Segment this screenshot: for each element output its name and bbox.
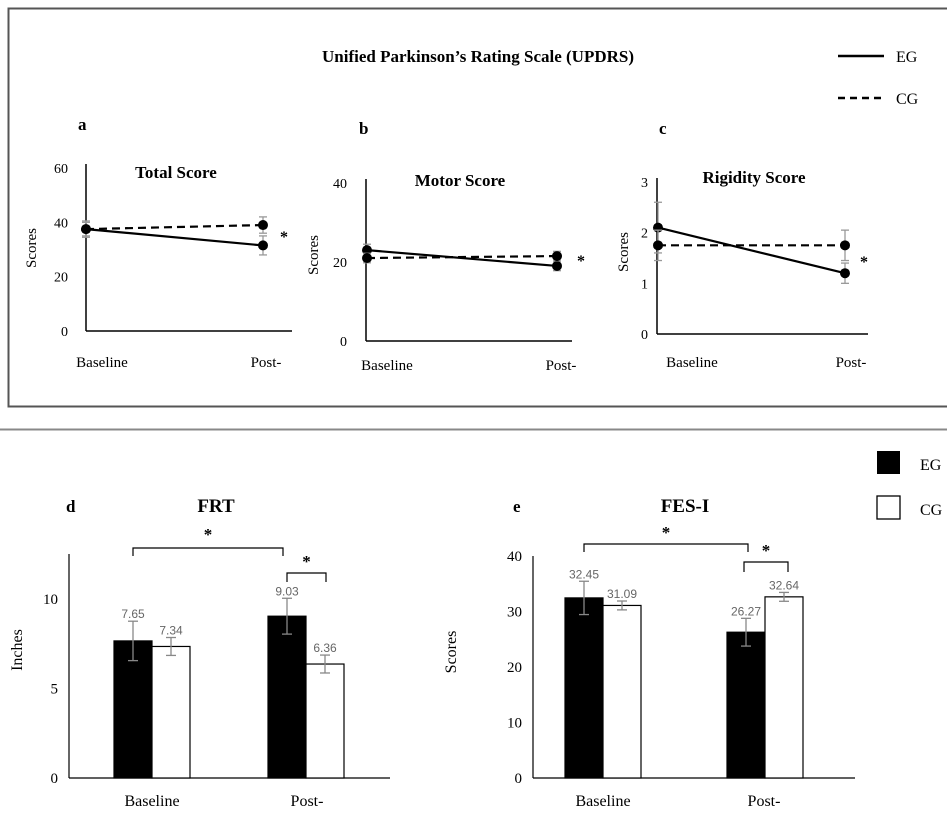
chart-a-title: Total Score: [135, 163, 217, 182]
chart-a-cg-series-line: [85, 223, 264, 231]
chart-a-xtick-label: Baseline: [76, 355, 128, 371]
chart-d-significance-star: *: [204, 525, 213, 544]
chart-c-rigidity-score: c Rigidity Score Scores 0 1 2 3 Baseline Post- *: [616, 119, 868, 371]
chart-a-ytick-label: 40: [54, 216, 68, 231]
chart-e-eg-bar: [726, 631, 766, 779]
chart-d-significance-bracket: [286, 572, 327, 582]
chart-e-ytick-label: 40: [507, 549, 522, 565]
chart-a-cg-point: [81, 224, 91, 235]
legend-bar-eg-label: EG: [920, 457, 942, 474]
chart-d-ytick-label: 0: [51, 771, 59, 787]
legend-bar-cg-swatch: [876, 495, 901, 520]
chart-e-fes-i: e FES-I Scores 0 10 20 30 40 Baseline Post- 32.45 3…: [443, 496, 855, 810]
chart-b-panel-letter: b: [359, 119, 368, 138]
chart-d-panel-letter: d: [66, 497, 76, 516]
chart-c-panel-letter: c: [659, 119, 667, 138]
chart-b-ylabel: Scores: [306, 235, 322, 275]
chart-b-title: Motor Score: [415, 171, 506, 190]
chart-c-cg-point: [840, 240, 850, 251]
chart-c-ytick-label: 0: [641, 328, 648, 343]
chart-a-xtick-label: Post-: [251, 355, 282, 371]
chart-d-cg-bar: [305, 663, 345, 779]
chart-c-ylabel: Scores: [616, 232, 632, 272]
updrs-title: Unified Parkinson’s Rating Scale (UPDRS): [322, 47, 634, 66]
chart-d-cg-bar: [151, 645, 191, 779]
chart-c-xtick-label: Post-: [836, 355, 867, 371]
chart-a-ytick-label: 20: [54, 271, 68, 286]
chart-a-panel-letter: a: [78, 115, 87, 134]
chart-d-title: FRT: [197, 496, 235, 517]
chart-c-significance-star: *: [860, 254, 868, 271]
chart-d-cg-data-label: 6.36: [313, 641, 337, 655]
chart-e-ytick-label: 10: [507, 716, 522, 732]
chart-b-xtick-label: Post-: [546, 358, 577, 374]
chart-e-cg-bar: [764, 596, 804, 779]
chart-c-title: Rigidity Score: [702, 168, 806, 187]
chart-b-xtick-label: Baseline: [361, 358, 413, 374]
chart-e-ytick-label: 20: [507, 660, 522, 676]
legend-line-cg-label: CG: [896, 91, 919, 108]
chart-d-eg-data-label: 9.03: [275, 584, 299, 598]
chart-e-eg-data-label: 32.45: [569, 567, 599, 581]
chart-c-ytick-label: 2: [641, 227, 648, 242]
chart-d-significance-bracket: [132, 547, 284, 556]
chart-b-motor-score: b Motor Score Scores 0 20 40 Baseline Post- *: [306, 119, 585, 374]
chart-e-xtick-label: Post-: [748, 793, 781, 810]
chart-d-ylabel: Inches: [9, 629, 26, 671]
chart-d-eg-bar: [113, 640, 153, 779]
updrs-panel-frame: [7, 7, 947, 408]
chart-d-ytick-label: 10: [43, 592, 58, 608]
chart-d-cg-data-label: 7.34: [159, 624, 183, 638]
chart-e-eg-data-label: 26.27: [731, 604, 761, 618]
chart-b-ytick-label: 20: [333, 256, 347, 271]
chart-b-eg-point: [362, 245, 372, 256]
chart-e-title: FES-I: [661, 496, 710, 517]
legend-bar-eg-swatch: [877, 451, 900, 474]
chart-d-eg-bar: [267, 615, 307, 779]
chart-e-significance-star: *: [762, 541, 771, 560]
legend-bar-cg-label: CG: [920, 502, 943, 519]
chart-b-cg-point: [552, 251, 562, 262]
chart-b-ytick-label: 40: [333, 177, 347, 192]
chart-e-xtick-label: Baseline: [575, 793, 630, 810]
chart-a-ylabel: Scores: [24, 228, 40, 268]
chart-c-xtick-label: Baseline: [666, 355, 718, 371]
chart-a-cg-point: [258, 220, 268, 231]
chart-e-ytick-label: 0: [515, 771, 523, 787]
chart-e-cg-data-label: 32.64: [769, 578, 799, 592]
chart-c-eg-point: [840, 268, 850, 279]
chart-a-ytick-label: 0: [61, 325, 68, 340]
chart-a-eg-point: [258, 240, 268, 251]
chart-e-cg-bar: [602, 604, 642, 779]
chart-d-eg-data-label: 7.65: [121, 607, 145, 621]
chart-e-panel-letter: e: [513, 497, 521, 516]
chart-b-significance-star: *: [577, 253, 585, 270]
chart-c-cg-point: [653, 240, 663, 251]
chart-d-frt: d FRT Inches 0 5 10 Baseline Post- 7.65 7.34 9.03 6…: [9, 496, 390, 810]
chart-a-eg-series-line: [85, 228, 264, 247]
chart-e-cg-data-label: 31.09: [607, 587, 637, 601]
chart-c-ytick-label: 1: [641, 277, 648, 292]
legend-line-eg-label: EG: [896, 49, 918, 66]
chart-d-ytick-label: 5: [51, 681, 59, 697]
chart-d-xtick-label: Baseline: [124, 793, 179, 810]
chart-b-eg-point: [552, 260, 562, 271]
chart-e-eg-bar: [564, 597, 604, 779]
chart-a-ytick-label: 60: [54, 162, 68, 177]
chart-a-total-score: a Total Score Scores 0 20 40 60 Baseline Post- *: [24, 115, 292, 371]
chart-c-eg-series-line: [657, 226, 846, 275]
chart-a-significance-star: *: [280, 229, 288, 246]
chart-d-significance-star: *: [302, 552, 311, 571]
chart-d-xtick-label: Post-: [291, 793, 324, 810]
chart-e-significance-star: *: [662, 523, 671, 542]
chart-c-ytick-label: 3: [641, 176, 648, 191]
chart-b-cg-point: [362, 253, 372, 264]
chart-b-cg-series-line: [366, 254, 558, 260]
chart-e-ytick-label: 30: [507, 605, 522, 621]
chart-e-ylabel: Scores: [443, 631, 460, 674]
chart-e-significance-bracket: [583, 543, 749, 552]
chart-b-ytick-label: 0: [340, 335, 347, 350]
chart-e-significance-bracket: [743, 561, 789, 572]
